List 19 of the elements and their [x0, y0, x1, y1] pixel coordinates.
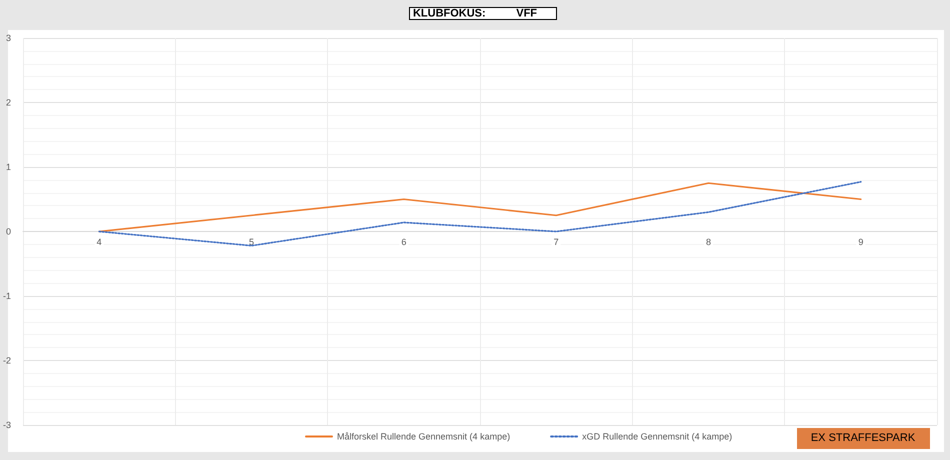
x-tick-label: 9 — [858, 237, 864, 247]
x-tick-label: 5 — [248, 237, 254, 247]
x-tick-label: 6 — [401, 237, 406, 247]
y-tick-label: -2 — [2, 356, 11, 366]
x-tick-label: 7 — [554, 237, 559, 247]
legend-label: xGD Rullende Gennemsnit (4 kampe) — [582, 432, 732, 442]
chart-title: KLUBFOKUS: VFF — [412, 8, 538, 20]
y-tick-label: -3 — [2, 420, 11, 430]
y-tick-label: 1 — [6, 162, 11, 172]
y-tick-label: 3 — [6, 33, 11, 43]
y-tick-label: 0 — [6, 226, 11, 236]
y-tick-label: -1 — [2, 291, 11, 301]
legend-label: Målforskel Rullende Gennemsnit (4 kampe) — [337, 432, 510, 442]
y-tick-label: 2 — [6, 98, 11, 108]
line-series — [98, 181, 862, 246]
text: EX STRAFFESPARK — [810, 432, 916, 444]
line-series — [98, 182, 862, 232]
x-tick-label: 8 — [706, 237, 712, 247]
x-tick-label: 4 — [96, 237, 102, 247]
